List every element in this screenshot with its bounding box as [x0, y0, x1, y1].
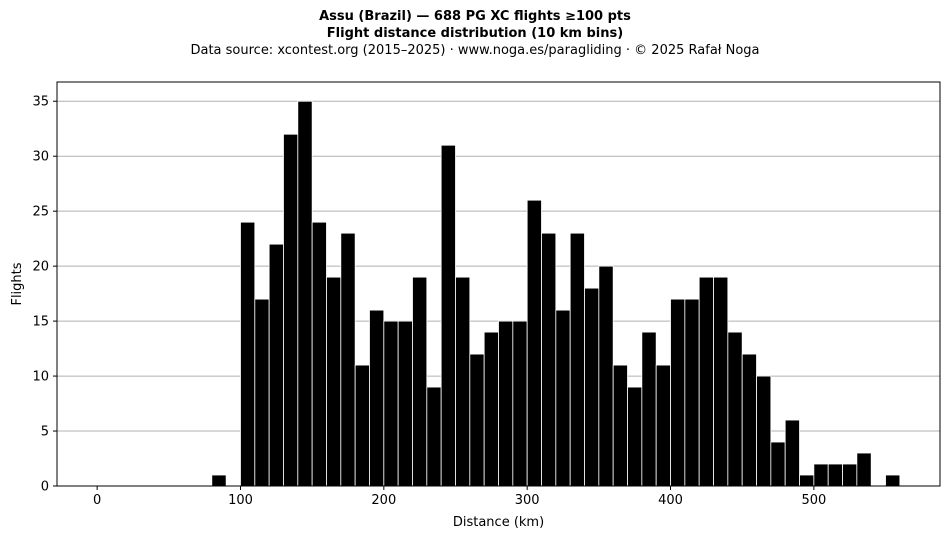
bar	[612, 364, 628, 487]
bar	[641, 331, 657, 487]
bar	[526, 199, 542, 487]
y-tick-label: 0	[41, 480, 49, 495]
y-axis-label: Flights	[10, 262, 25, 305]
bar	[569, 232, 585, 487]
bar	[512, 320, 528, 487]
y-axis-ticks: 0 5 10 15 20 25 30 35	[32, 95, 57, 495]
chart-titles: Assu (Brazil) — 688 PG XC flights ≥100 p…	[0, 8, 950, 59]
bar	[469, 353, 485, 487]
bar	[311, 221, 327, 487]
x-tick-label: 300	[515, 493, 540, 508]
bar	[799, 474, 815, 487]
bar	[670, 298, 686, 487]
x-tick-label: 400	[658, 493, 683, 508]
y-tick-label: 10	[32, 370, 49, 385]
y-tick-label: 5	[41, 425, 49, 440]
bar	[727, 331, 743, 487]
bar	[455, 276, 471, 487]
bar	[584, 287, 600, 487]
bar	[856, 452, 872, 487]
bar	[784, 419, 800, 487]
bar	[397, 320, 413, 487]
bar	[885, 474, 901, 487]
x-tick-label: 100	[228, 493, 253, 508]
bar	[483, 331, 499, 487]
bar	[827, 463, 843, 487]
x-tick-label: 500	[801, 493, 826, 508]
bar	[698, 276, 714, 487]
bars	[211, 100, 901, 487]
y-tick-label: 15	[32, 315, 49, 330]
bar	[340, 232, 356, 487]
bar	[369, 309, 385, 487]
bar	[627, 386, 643, 487]
y-tick-label: 25	[32, 205, 49, 220]
bar	[741, 353, 757, 487]
x-axis-label: Distance (km)	[453, 515, 544, 530]
y-tick-label: 20	[32, 260, 49, 275]
x-axis-ticks: 0 100 200 300 400 500	[93, 486, 826, 508]
bar	[842, 463, 858, 487]
bar	[684, 298, 700, 487]
bar	[412, 276, 428, 487]
bar	[326, 276, 342, 487]
chart-title: Assu (Brazil) — 688 PG XC flights ≥100 p…	[319, 9, 631, 24]
bar	[440, 144, 456, 487]
bar	[541, 232, 557, 487]
bar	[254, 298, 270, 487]
bar	[354, 364, 370, 487]
bar	[813, 463, 829, 487]
x-tick-label: 0	[93, 493, 101, 508]
x-tick-label: 200	[371, 493, 396, 508]
bar	[297, 100, 313, 487]
bar	[426, 386, 442, 487]
bar	[283, 133, 299, 487]
bar	[770, 441, 786, 487]
bar	[655, 364, 671, 487]
chart-source-note: Data source: xcontest.org (2015–2025) · …	[190, 43, 760, 58]
y-tick-label: 30	[32, 150, 49, 165]
bar	[498, 320, 514, 487]
bar	[555, 309, 571, 487]
y-tick-label: 35	[32, 95, 49, 110]
bar	[598, 265, 614, 487]
bar	[268, 243, 284, 487]
bar	[240, 221, 256, 487]
bar	[713, 276, 729, 487]
chart-subtitle: Flight distance distribution (10 km bins…	[326, 26, 624, 41]
bar	[756, 375, 772, 487]
bar	[383, 320, 399, 487]
bar	[211, 474, 227, 487]
plot-frame	[56, 81, 941, 487]
